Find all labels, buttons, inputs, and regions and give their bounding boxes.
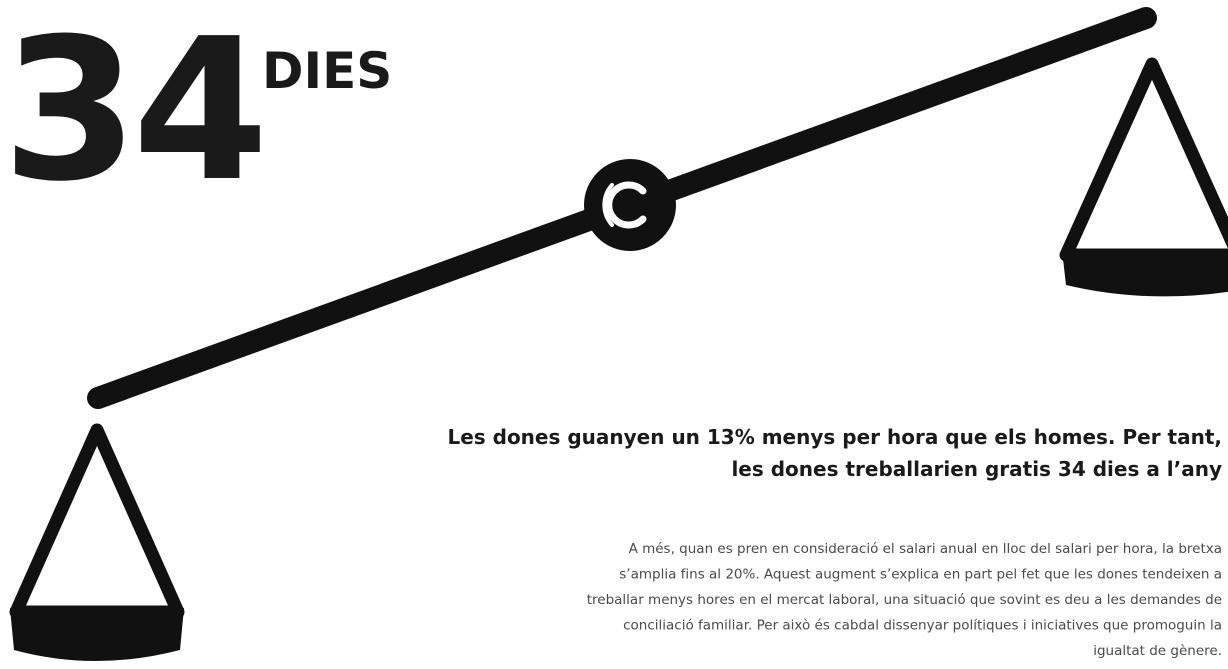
statement-line: les dones treballarien gratis 34 dies a … <box>731 457 1222 481</box>
body-line: igualtat de gènere. <box>1093 643 1222 659</box>
body-line: conciliació familiar. Per això és cabdal… <box>623 618 1222 634</box>
statement: Les dones guanyen un 13% menys per hora … <box>447 425 1222 481</box>
left-pan <box>9 423 185 661</box>
body-line: s’amplia fins al 20%. Aquest augment s’e… <box>619 567 1222 583</box>
right-pan <box>1059 57 1228 297</box>
body-line: treballar menys hores en el mercat labor… <box>587 592 1222 608</box>
body-text: A més, quan es pren en consideració el s… <box>587 541 1222 659</box>
headline-unit: DIES <box>262 42 392 100</box>
body-line: A més, quan es pren en consideració el s… <box>629 541 1222 557</box>
statement-line: Les dones guanyen un 13% menys per hora … <box>447 425 1222 449</box>
headline-number: 34 <box>2 0 263 225</box>
logo <box>584 159 676 251</box>
